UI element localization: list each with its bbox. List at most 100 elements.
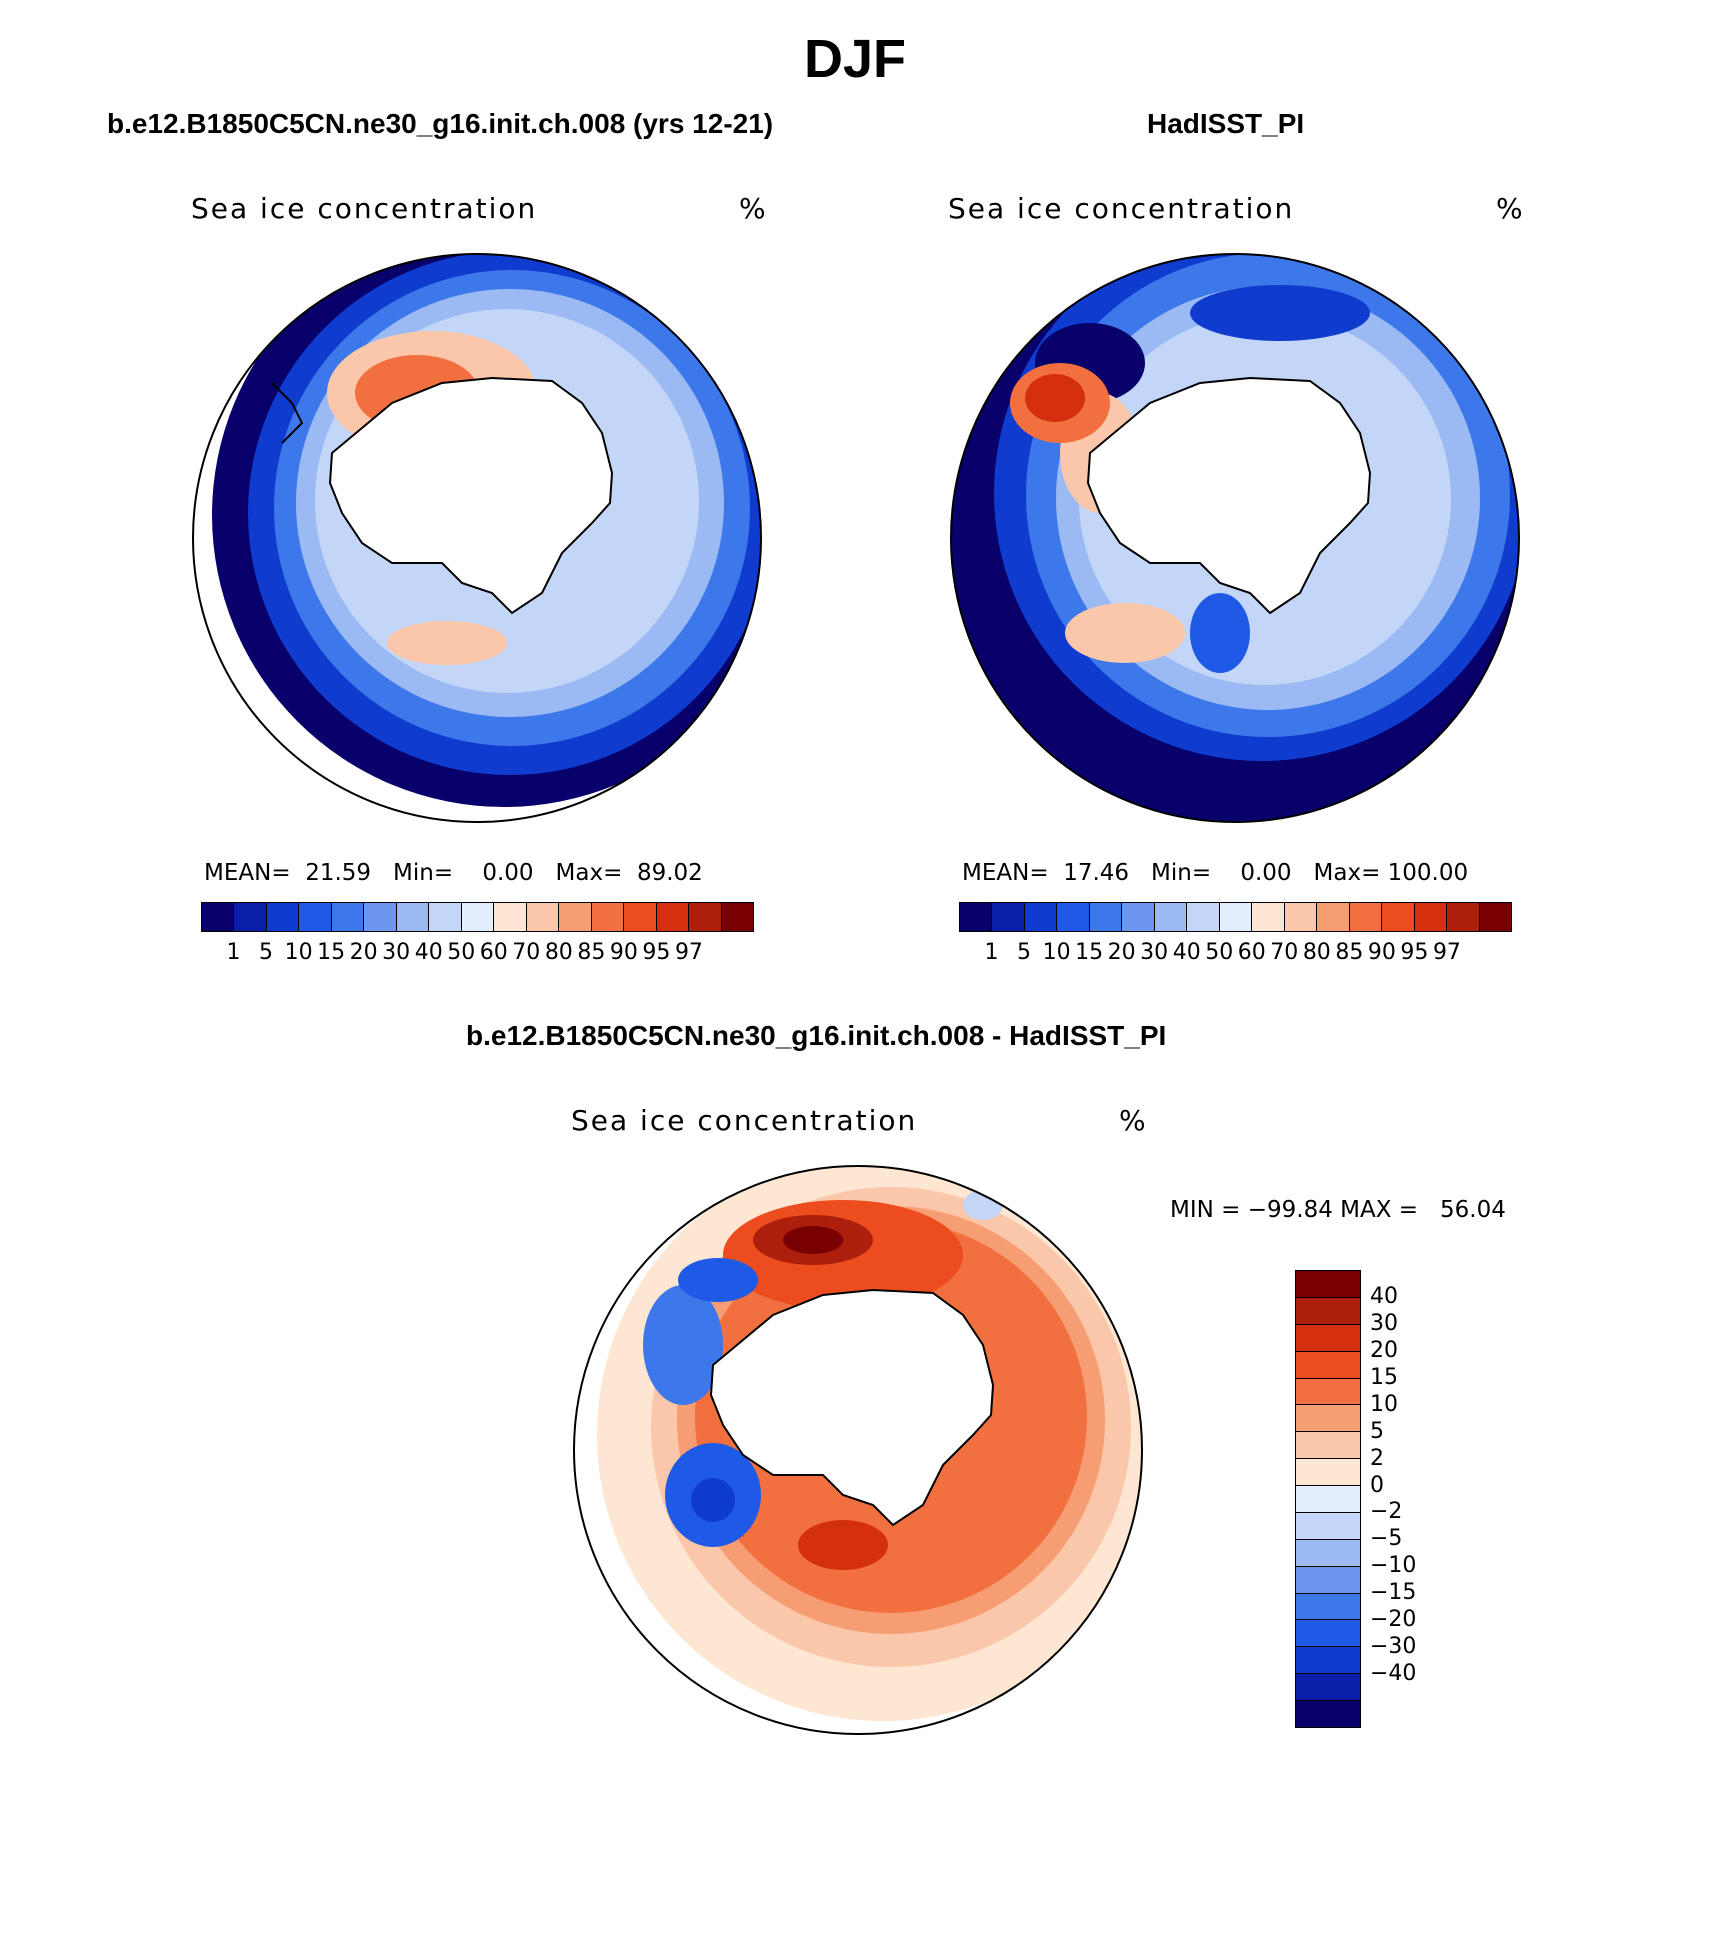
panel-2-colorbar-swatch-0 xyxy=(960,903,993,931)
diff-colorbar-swatch-4 xyxy=(1296,1378,1360,1406)
diff-colorbar-tick-label: 30 xyxy=(1370,1310,1398,1336)
panel-1-colorbar-swatch-10 xyxy=(526,903,560,931)
panel-1-colorbar-swatch-9 xyxy=(494,903,527,931)
panel-1-mean: 21.59 xyxy=(305,860,372,886)
panel-2-colorbar-swatch-7 xyxy=(1187,903,1220,931)
panel-1-colorbar-tick-label: 20 xyxy=(349,940,378,965)
panel-1-colorbar-swatch-1 xyxy=(234,903,267,931)
diff-colorbar-swatch-8 xyxy=(1296,1486,1360,1513)
diff-colorbar-swatch-0 xyxy=(1296,1271,1360,1298)
panel-1-colorbar-tick-label: 70 xyxy=(512,940,541,965)
panel-1-colorbar-tick-label: 80 xyxy=(544,940,573,965)
panel-1-colorbar-swatch-12 xyxy=(591,903,625,931)
panel-1-max-label: Max= xyxy=(555,860,623,886)
panel-1-max: 89.02 xyxy=(636,860,703,886)
diff-colorbar-tick-label: −40 xyxy=(1370,1661,1417,1687)
diff-colorbar-swatch-13 xyxy=(1296,1620,1360,1648)
panel-2-colorbar-tick-label: 85 xyxy=(1335,940,1364,965)
panel-1-title: b.e12.B1850C5CN.ne30_g16.init.ch.008 (yr… xyxy=(107,108,774,139)
panel-1-min: 0.00 xyxy=(482,860,534,886)
panel-1-colorbar-tick-label: 50 xyxy=(447,940,476,965)
diff-colorbar-tick-label: −15 xyxy=(1370,1580,1417,1606)
panel-1-colorbar-swatch-0 xyxy=(202,903,235,931)
panel-1-colorbar-swatch-2 xyxy=(266,903,300,931)
panel-2-units: % xyxy=(1496,192,1525,225)
diff-colorbar-tick-label: 5 xyxy=(1370,1418,1384,1444)
panel-1-colorbar-tick-label: 85 xyxy=(577,940,606,965)
panel-1-colorbar-tick-label: 60 xyxy=(479,940,508,965)
panel-2-map xyxy=(950,253,1520,823)
diff-colorbar-tick-label: 0 xyxy=(1370,1472,1384,1498)
diff-colorbar-tick-label: −2 xyxy=(1370,1499,1403,1525)
panel-2-colorbar-swatch-10 xyxy=(1284,903,1318,931)
panel-2-colorbar-swatch-12 xyxy=(1349,903,1383,931)
panel-1-colorbar-swatch-13 xyxy=(624,903,657,931)
panel-1-colorbar-tick-label: 5 xyxy=(259,940,274,965)
panel-2-colorbar-swatch-2 xyxy=(1024,903,1058,931)
panel-2-variable: Sea ice concentration xyxy=(948,192,1295,225)
diff-colorbar-swatch-14 xyxy=(1296,1647,1360,1675)
panel-2-colorbar-swatch-13 xyxy=(1382,903,1415,931)
panel-2-colorbar-swatch-3 xyxy=(1057,903,1090,931)
panel-2-colorbar-tick-label: 60 xyxy=(1237,940,1266,965)
panel-1-colorbar-swatch-8 xyxy=(461,903,495,931)
panel-1-colorbar-swatch-5 xyxy=(364,903,397,931)
panel-1-colorbar-tick-label: 90 xyxy=(609,940,638,965)
panel-1-colorbar-tick-label: 1 xyxy=(226,940,241,965)
diff-colorbar-swatch-7 xyxy=(1296,1459,1360,1486)
panel-2-min: 0.00 xyxy=(1240,860,1292,886)
diff-colorbar-ticks: 40 30 20 15 10 5 2 0 −2 −5 −10 −15 −20 −30 −40 xyxy=(1370,1270,1450,1728)
panel-2-min-label: Min= xyxy=(1151,860,1212,886)
panel-2-max: 100.00 xyxy=(1387,860,1469,886)
panel-2-colorbar-swatch-4 xyxy=(1089,903,1123,931)
panel-1-mean-label: MEAN= xyxy=(204,860,291,886)
panel-1-colorbar-swatch-3 xyxy=(299,903,332,931)
panel-1-min-label: Min= xyxy=(393,860,454,886)
panel-2-colorbar-swatch-5 xyxy=(1122,903,1155,931)
diff-colorbar-tick-label: 10 xyxy=(1370,1391,1398,1417)
panel-1-colorbar-tick-label: 30 xyxy=(382,940,411,965)
panel-1-colorbar-tick-label: 95 xyxy=(642,940,671,965)
panel-2-colorbar-swatch-16 xyxy=(1479,903,1511,931)
panel-1-colorbar-tick-label: 10 xyxy=(284,940,313,965)
panel-2-title: HadISST_PI xyxy=(1147,108,1305,139)
figure-title: DJF xyxy=(803,29,906,89)
panel-1-map xyxy=(192,253,762,823)
panel-1-colorbar-swatch-4 xyxy=(331,903,365,931)
panel-2-colorbar-tick-label: 15 xyxy=(1075,940,1104,965)
diff-colorbar-tick-label: 15 xyxy=(1370,1364,1398,1390)
panel-2-mean: 17.46 xyxy=(1063,860,1130,886)
panel-1-variable: Sea ice concentration xyxy=(191,192,538,225)
panel-1-colorbar-swatch-7 xyxy=(429,903,462,931)
diff-colorbar-swatch-16 xyxy=(1296,1701,1360,1727)
panel-2-colorbar-tick-label: 70 xyxy=(1270,940,1299,965)
panel-1-colorbar-tick-label: 97 xyxy=(674,940,703,965)
panel-2-colorbar-tick-label: 50 xyxy=(1205,940,1234,965)
panel-2-colorbar-ticks: 1 5 10 15 20 30 40 50 60 70 80 85 90 95 97 xyxy=(959,940,1512,970)
diff-panel-minmax: MIN = −99.84 MAX = 56.04 xyxy=(1170,1197,1506,1223)
panel-1-colorbar-tick-label: 40 xyxy=(414,940,443,965)
panel-1-colorbar-swatch-6 xyxy=(396,903,430,931)
panel-2-colorbar-swatch-11 xyxy=(1317,903,1350,931)
diff-colorbar-tick-label: 40 xyxy=(1370,1283,1398,1309)
diff-colorbar xyxy=(1295,1270,1361,1728)
diff-panel-title: b.e12.B1850C5CN.ne30_g16.init.ch.008 - H… xyxy=(466,1020,1167,1051)
panel-2-colorbar-tick-label: 97 xyxy=(1432,940,1461,965)
diff-colorbar-swatch-10 xyxy=(1296,1539,1360,1567)
diff-colorbar-tick-label: −10 xyxy=(1370,1553,1417,1579)
diff-panel-units: % xyxy=(1119,1104,1148,1137)
panel-2-colorbar-tick-label: 80 xyxy=(1302,940,1331,965)
panel-2-colorbar-tick-label: 30 xyxy=(1140,940,1169,965)
panel-2-colorbar-tick-label: 20 xyxy=(1107,940,1136,965)
panel-2-colorbar-tick-label: 95 xyxy=(1400,940,1429,965)
panel-2-mean-label: MEAN= xyxy=(962,860,1049,886)
panel-2-colorbar-swatch-14 xyxy=(1414,903,1448,931)
panel-2-colorbar-tick-label: 5 xyxy=(1017,940,1032,965)
diff-colorbar-tick-label: −20 xyxy=(1370,1607,1417,1633)
panel-2-colorbar-swatch-1 xyxy=(992,903,1025,931)
diff-colorbar-swatch-11 xyxy=(1296,1566,1360,1594)
panel-2-max-label: Max= xyxy=(1313,860,1381,886)
panel-1-colorbar-swatch-14 xyxy=(656,903,690,931)
diff-colorbar-swatch-5 xyxy=(1296,1405,1360,1433)
panel-1-colorbar xyxy=(201,902,754,932)
